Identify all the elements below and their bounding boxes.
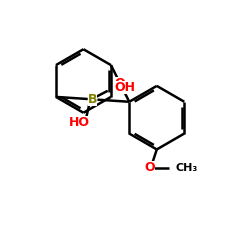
Text: O: O <box>144 161 155 174</box>
Text: B: B <box>88 93 97 106</box>
Text: CH₃: CH₃ <box>175 163 197 173</box>
Text: HO: HO <box>69 116 90 129</box>
Text: O: O <box>115 77 126 90</box>
Text: OH: OH <box>114 80 136 94</box>
